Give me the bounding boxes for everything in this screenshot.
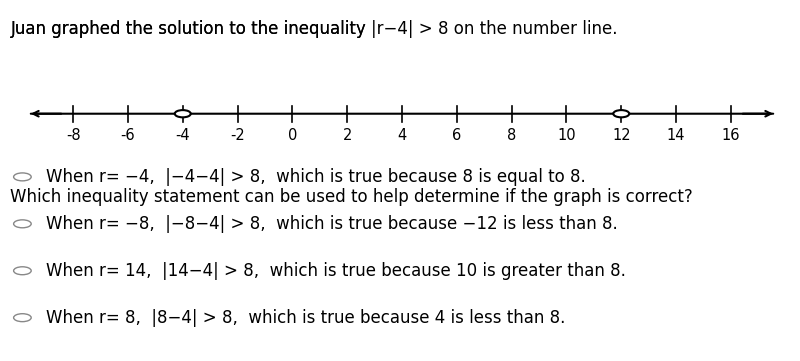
Text: 0: 0 — [288, 128, 297, 143]
Text: 2: 2 — [342, 128, 352, 143]
Circle shape — [614, 110, 630, 117]
Circle shape — [14, 220, 31, 228]
Text: -4: -4 — [175, 128, 190, 143]
Text: 4: 4 — [398, 128, 406, 143]
Text: When r= −8,  |−8−4| > 8,  which is true because −12 is less than 8.: When r= −8, |−8−4| > 8, which is true be… — [46, 215, 618, 233]
Text: 14: 14 — [667, 128, 686, 143]
Text: -2: -2 — [230, 128, 245, 143]
Circle shape — [14, 267, 31, 275]
Text: Which inequality statement can be used to help determine if the graph is correct: Which inequality statement can be used t… — [10, 188, 693, 206]
Text: -8: -8 — [66, 128, 81, 143]
Text: Juan graphed the solution to the inequality |r−4| > 8 on the number line.: Juan graphed the solution to the inequal… — [10, 20, 618, 38]
Text: 16: 16 — [722, 128, 740, 143]
Text: 10: 10 — [557, 128, 576, 143]
Circle shape — [14, 314, 31, 322]
Text: Juan graphed the solution to the inequality: Juan graphed the solution to the inequal… — [10, 20, 371, 38]
Text: When r= 14,  |14−4| > 8,  which is true because 10 is greater than 8.: When r= 14, |14−4| > 8, which is true be… — [46, 262, 626, 280]
Circle shape — [14, 173, 31, 181]
Text: 8: 8 — [507, 128, 516, 143]
Text: 6: 6 — [452, 128, 462, 143]
Text: Juan graphed the solution to the inequality |: Juan graphed the solution to the inequal… — [10, 20, 377, 38]
Text: When r= 8,  |8−4| > 8,  which is true because 4 is less than 8.: When r= 8, |8−4| > 8, which is true beca… — [46, 309, 566, 327]
Circle shape — [174, 110, 190, 117]
Text: -6: -6 — [121, 128, 135, 143]
Text: 12: 12 — [612, 128, 630, 143]
Text: When r= −4,  |−4−4| > 8,  which is true because 8 is equal to 8.: When r= −4, |−4−4| > 8, which is true be… — [46, 168, 586, 186]
